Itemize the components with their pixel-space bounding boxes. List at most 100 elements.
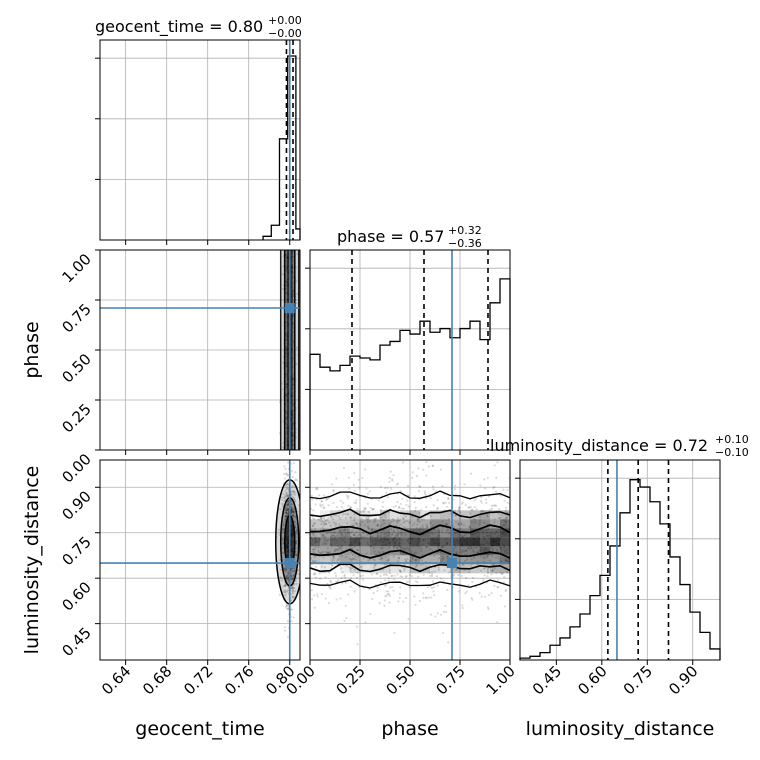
scatter-point [331, 564, 334, 567]
scatter-point [391, 533, 394, 536]
scatter-point [496, 586, 499, 589]
scatter-point [292, 583, 295, 587]
scatter-point [286, 508, 289, 512]
scatter-point [504, 509, 508, 512]
scatter-point [287, 473, 290, 477]
scatter-point [496, 579, 499, 582]
scatter-point [353, 513, 356, 516]
scatter-point [294, 478, 297, 481]
scatter-point [339, 597, 342, 600]
scatter-point [441, 520, 444, 523]
scatter-point [323, 537, 326, 541]
scatter-point [413, 522, 416, 525]
tick-label-x: 0.60 [574, 662, 610, 698]
scatter-point [445, 523, 448, 526]
scatter-point [476, 560, 479, 563]
scatter-point [295, 553, 298, 557]
scatter-point [384, 579, 387, 582]
scatter-point [281, 504, 285, 507]
density-bin [500, 510, 510, 520]
scatter-point [326, 582, 329, 585]
tick-label-y: 0.75 [58, 533, 94, 569]
scatter-point [376, 531, 379, 534]
scatter-point [329, 515, 332, 518]
density-bin [400, 510, 410, 520]
scatter-point [281, 542, 284, 545]
title-geocent-time-sub: −0.00 [268, 27, 302, 40]
scatter-point [285, 491, 288, 494]
scatter-point [286, 620, 289, 623]
scatter-point [322, 534, 325, 537]
scatter-point [281, 577, 284, 580]
scatter-point [379, 508, 383, 512]
density-bin [340, 555, 350, 565]
scatter-point [444, 610, 448, 614]
scatter-point [291, 511, 294, 514]
density-bin [310, 555, 320, 565]
scatter-point [374, 517, 378, 520]
scatter-point [501, 572, 504, 575]
scatter-point [457, 523, 460, 526]
scatter-point [311, 524, 315, 527]
scatter-point [423, 492, 427, 495]
scatter-point [377, 499, 380, 502]
scatter-point [475, 508, 478, 511]
scatter-point [479, 555, 482, 558]
scatter-point [473, 499, 476, 502]
scatter-point [388, 572, 392, 575]
scatter-point [400, 507, 403, 510]
scatter-point [290, 502, 293, 506]
scatter-point [337, 515, 340, 518]
scatter-point [422, 468, 425, 471]
scatter-point [359, 565, 363, 569]
scatter-point [418, 485, 421, 488]
scatter-point [284, 506, 288, 509]
scatter-point [312, 549, 315, 552]
scatter-point [425, 596, 428, 600]
scatter-point [332, 488, 335, 492]
scatter-point [417, 489, 421, 493]
scatter-point [395, 545, 398, 549]
scatter-point [331, 534, 335, 537]
scatter-point [398, 596, 401, 599]
scatter-point [493, 521, 496, 524]
scatter-point [402, 521, 405, 524]
scatter-point [434, 490, 437, 493]
scatter-point [474, 518, 477, 521]
scatter-point [392, 519, 396, 522]
scatter-point [396, 532, 400, 535]
scatter-point [489, 559, 492, 562]
scatter-point [330, 566, 333, 569]
scatter-point [285, 410, 288, 413]
scatter-point [343, 619, 346, 623]
scatter-point [391, 478, 394, 481]
scatter-point [291, 590, 295, 593]
scatter-point [495, 490, 498, 493]
density-bin [430, 546, 440, 556]
scatter-point [391, 518, 394, 521]
scatter-point [499, 571, 502, 574]
scatter-point [359, 574, 362, 577]
scatter-point [503, 575, 506, 578]
scatter-point [469, 564, 472, 567]
scatter-point [358, 486, 361, 489]
scatter-point [293, 582, 296, 586]
scatter-point [366, 525, 370, 528]
scatter-point [335, 506, 338, 509]
scatter-point [493, 485, 496, 488]
scatter-point [404, 575, 408, 578]
density-bin [450, 564, 460, 574]
scatter-point [474, 497, 477, 500]
scatter-point [330, 564, 334, 567]
scatter-point [371, 597, 374, 601]
scatter-point [385, 508, 388, 511]
scatter-point [285, 492, 289, 495]
scatter-point [440, 529, 444, 533]
scatter-point [332, 490, 335, 493]
scatter-point [493, 584, 496, 587]
scatter-point [344, 512, 347, 515]
density-bin [330, 519, 340, 529]
scatter-point [329, 587, 332, 590]
density-bin [330, 510, 340, 520]
scatter-point [345, 565, 348, 568]
